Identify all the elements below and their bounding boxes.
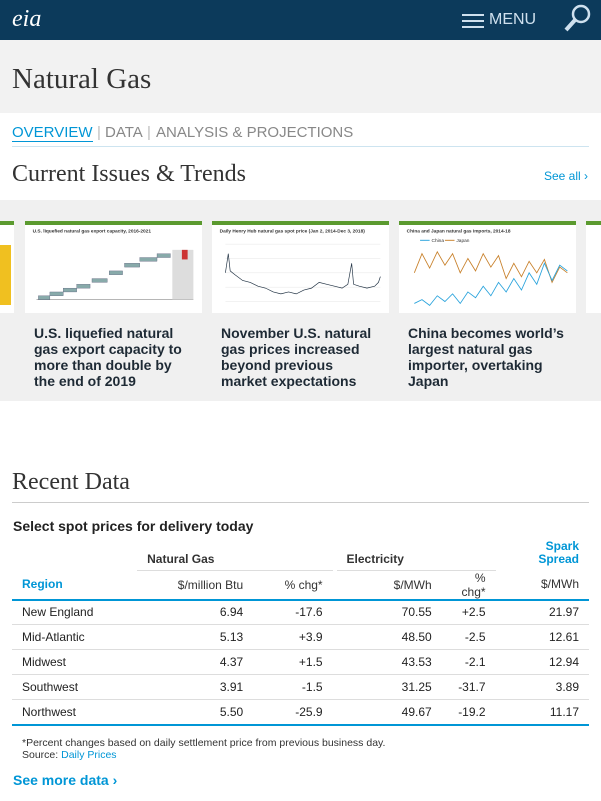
table-row: New England 6.94 -17.6 70.55 +2.5 21.97 (12, 599, 589, 625)
card-caption[interactable]: China becomes world’s largest natural ga… (408, 325, 564, 389)
value-cell: 48.50 (336, 624, 442, 650)
value-cell: 5.50 (137, 699, 254, 726)
thumbnail (0, 221, 14, 313)
menu[interactable]: MENU (489, 11, 537, 28)
value-cell: -1.5 (253, 674, 333, 700)
thumbnail: Daily Henry Hub natural gas spot price (… (212, 221, 389, 313)
group-header: Natural Gas (137, 536, 333, 571)
group-row: Natural Gas Electricity Spark Spread (12, 536, 589, 571)
thumbnail: China and Japan natural gas imports, 201… (399, 221, 576, 313)
value-cell: 3.89 (495, 674, 589, 700)
tab-divider: | (97, 124, 101, 141)
value-cell: +3.9 (253, 624, 333, 650)
cell (332, 649, 337, 675)
section-heading: Current Issues & Trends (12, 161, 247, 187)
value-cell: 6.94 (137, 599, 254, 625)
column-header: % chg* (441, 570, 496, 601)
value-cell: 12.61 (495, 624, 589, 650)
source-label: Source: (22, 749, 59, 761)
tab[interactable]: OVERVIEW (12, 124, 93, 142)
value-cell: 49.67 (336, 699, 442, 726)
card-caption[interactable]: U.S. liquefied natural gas export capaci… (34, 325, 182, 389)
column-header: Region (12, 570, 138, 601)
card-strip: U.S. liquefied natural gas export capaci… (0, 200, 601, 401)
card[interactable]: U.S. liquefied natural gas export capaci… (25, 221, 202, 391)
column-row: Region $/million Btu% chg* $/MWh% chg* $/MW… (12, 570, 589, 601)
value-cell: 11.17 (495, 699, 589, 726)
value-cell: 12.94 (495, 649, 589, 675)
value-cell: -25.9 (253, 699, 333, 726)
cell (332, 599, 337, 625)
cell (12, 536, 137, 570)
title-band: Natural Gas (0, 40, 601, 113)
region-cell: Mid-Atlantic (12, 624, 138, 650)
value-cell: +2.5 (441, 599, 496, 625)
region-cell: Southwest (12, 674, 138, 700)
column-header: $/MWh (336, 570, 442, 601)
card-partial (0, 221, 14, 391)
legend-label: China (432, 238, 445, 244)
table-subtitle: Select spot prices for delivery today (13, 518, 254, 534)
table-row: Southwest 3.91 -1.5 31.25 -31.7 3.89 (12, 674, 589, 700)
cell (332, 570, 337, 601)
column-header: $/million Btu (137, 570, 254, 601)
thumb-title: Daily Henry Hub natural gas spot price (… (220, 229, 366, 235)
thumbnail: U.S. liquefied natural gas export capaci… (25, 221, 202, 313)
region-cell: Northwest (12, 699, 138, 726)
value-cell: -2.1 (441, 649, 496, 675)
page-title: Natural Gas (12, 63, 152, 95)
region-cell: Midwest (12, 649, 138, 675)
top-bar: eia MENU (0, 0, 601, 40)
value-cell: 21.97 (495, 599, 589, 625)
value-cell: -2.5 (441, 624, 496, 650)
tab-divider: | (147, 124, 151, 141)
card[interactable]: Daily Henry Hub natural gas spot price (… (212, 221, 389, 391)
value-cell: 3.91 (137, 674, 254, 700)
card[interactable]: China and Japan natural gas imports, 201… (399, 221, 576, 391)
divider (12, 146, 589, 147)
value-cell: 70.55 (336, 599, 442, 625)
value-cell: -31.7 (441, 674, 496, 700)
column-header: $/MWh (495, 570, 589, 601)
table-row: Midwest 4.37 +1.5 43.53 -2.1 12.94 (12, 649, 589, 675)
thumbnail (586, 221, 601, 313)
table-row: Mid-Atlantic 5.13 +3.9 48.50 -2.5 12.61 (12, 624, 589, 650)
card-caption[interactable]: November U.S. natural gas prices increas… (221, 325, 372, 389)
logo[interactable]: eia (12, 6, 42, 32)
region-cell: New England (12, 599, 138, 625)
value-cell: -17.6 (253, 599, 333, 625)
thumb-title: U.S. liquefied natural gas export capaci… (33, 229, 152, 235)
cell (332, 699, 337, 726)
tab[interactable]: DATA (105, 124, 143, 141)
footnote-text: *Percent changes based on daily settleme… (22, 737, 386, 749)
legend-label: Japan (456, 238, 469, 244)
price-table: Natural Gas Electricity Spark Spread Region… (12, 536, 589, 726)
cell (332, 674, 337, 700)
value-cell: 31.25 (336, 674, 442, 700)
section-heading: Recent Data (12, 469, 130, 495)
card-partial (586, 221, 601, 391)
value-cell: 4.37 (137, 649, 254, 675)
menu-icon[interactable] (462, 13, 484, 29)
divider (12, 502, 589, 503)
value-cell: +1.5 (253, 649, 333, 675)
cell (332, 624, 337, 650)
group-header: Electricity (336, 536, 496, 571)
search-icon[interactable] (562, 3, 594, 33)
footnote: *Percent changes based on daily settleme… (22, 737, 385, 761)
column-header: % chg* (253, 570, 333, 601)
group-header: Spark Spread (538, 539, 579, 566)
thumb-title: China and Japan natural gas imports, 201… (407, 229, 511, 235)
source-link[interactable]: Daily Prices (61, 749, 117, 761)
tab[interactable]: ANALYSIS & PROJECTIONS (156, 124, 354, 141)
value-cell: 5.13 (137, 624, 254, 650)
see-more-link[interactable]: See more data › (13, 772, 118, 788)
see-all-link[interactable]: See all › (543, 169, 588, 183)
value-cell: 43.53 (336, 649, 442, 675)
value-cell: -19.2 (441, 699, 496, 726)
table-row: Northwest 5.50 -25.9 49.67 -19.2 11.17 (12, 699, 589, 726)
